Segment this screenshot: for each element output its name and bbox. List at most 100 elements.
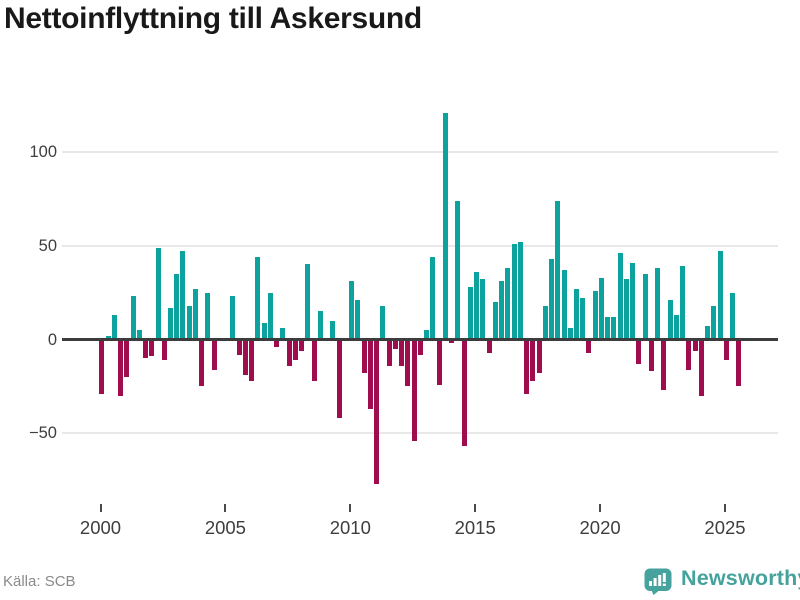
bar-2024-q1: [698, 339, 704, 396]
bar-2006-q1: [249, 339, 255, 381]
bar-2003-q4: [192, 288, 198, 340]
bar-2015-q1: [474, 271, 480, 340]
x-tick-2005: [224, 504, 227, 512]
bar-2013-q4: [442, 112, 448, 340]
bar-2011-q4: [392, 339, 398, 349]
bar-2005-q3: [236, 339, 242, 355]
bar-2023-q2: [680, 266, 686, 340]
bar-2024-q4: [717, 251, 723, 340]
bar-2017-q3: [536, 339, 542, 374]
bar-2000-q1: [99, 339, 105, 394]
bar-2006-q4: [267, 292, 273, 340]
gridline-100: [62, 150, 778, 153]
bar-2019-q4: [592, 290, 598, 340]
bar-2023-q3: [686, 339, 692, 370]
bar-2012-q1: [399, 339, 405, 366]
bar-2011-q3: [386, 339, 392, 366]
bar-2016-q3: [511, 243, 517, 340]
bar-2010-q3: [361, 339, 367, 374]
chart-title: Nettoinflyttning till Askersund: [4, 2, 422, 35]
zero-axis-line: [62, 338, 778, 341]
x-tick-2020: [599, 504, 602, 512]
bar-2017-q2: [530, 339, 536, 381]
y-tick-label: −50: [29, 424, 57, 443]
gridline-50: [62, 244, 778, 247]
gridline-−50: [62, 432, 778, 435]
bar-2010-q1: [349, 281, 355, 340]
bar-2005-q4: [242, 339, 248, 376]
bar-2022-q1: [648, 339, 654, 372]
x-tick-label: 2000: [79, 517, 122, 538]
bar-2015-q3: [486, 339, 492, 353]
bar-2005-q2: [230, 296, 236, 340]
bar-2009-q3: [336, 339, 342, 419]
bar-2002-q4: [168, 307, 173, 340]
bar-2025-q3: [736, 339, 742, 387]
x-tick-label: 2020: [579, 517, 621, 538]
bar-2012-q3: [411, 339, 417, 441]
source-label: Källa: SCB: [3, 573, 76, 590]
bar-2015-q2: [480, 279, 486, 340]
bar-2001-q1: [124, 339, 130, 378]
bar-2002-q1: [149, 339, 155, 357]
brand-name: Newsworthy: [681, 566, 800, 590]
bar-2021-q4: [642, 273, 648, 340]
bar-2001-q4: [143, 339, 149, 359]
bar-2023-q4: [692, 339, 698, 351]
x-tick-2015: [474, 504, 477, 512]
x-tick-label: 2015: [454, 517, 496, 538]
bar-2008-q2: [305, 264, 311, 340]
bar-2004-q3: [211, 339, 217, 370]
x-tick-label: 2010: [329, 517, 371, 538]
bar-2008-q4: [317, 311, 323, 340]
x-tick-2000: [99, 504, 102, 512]
bar-2021-q3: [636, 339, 642, 364]
bar-2025-q1: [723, 339, 729, 361]
bar-2006-q2: [255, 256, 261, 340]
bar-2018-q1: [549, 258, 554, 340]
bar-2016-q4: [517, 241, 523, 340]
bar-2016-q2: [505, 268, 511, 340]
bar-2015-q4: [492, 301, 498, 340]
bar-2007-q2: [280, 328, 286, 340]
bar-2003-q1: [174, 273, 180, 340]
bar-2014-q1: [449, 339, 455, 344]
bar-2000-q3: [111, 315, 117, 340]
bar-2020-q2: [605, 316, 611, 340]
bar-2003-q3: [186, 305, 192, 340]
bar-2013-q1: [424, 330, 430, 340]
bar-2002-q2: [155, 247, 161, 340]
bar-2008-q3: [311, 339, 317, 381]
bar-2022-q2: [655, 268, 661, 340]
y-tick-label: 0: [47, 330, 57, 349]
bar-2008-q1: [299, 339, 305, 351]
x-tick-label: 2025: [704, 517, 746, 538]
bar-2000-q2: [105, 335, 111, 340]
bar-2007-q4: [292, 339, 298, 361]
bar-2012-q4: [417, 339, 423, 355]
bar-2024-q3: [711, 305, 717, 340]
bar-2016-q1: [499, 281, 505, 340]
bar-2011-q2: [380, 305, 386, 340]
bar-2004-q2: [205, 292, 211, 340]
bar-2020-q1: [598, 277, 604, 340]
bar-2001-q3: [136, 330, 142, 340]
bar-2001-q2: [130, 296, 136, 340]
bar-2018-q4: [567, 328, 573, 340]
x-tick-2010: [349, 504, 352, 512]
bar-2014-q3: [461, 339, 467, 447]
bar-2017-q1: [524, 339, 530, 394]
bar-2021-q2: [630, 262, 636, 340]
brand-logo: Newsworthy: [644, 565, 800, 595]
bar-2023-q1: [673, 315, 679, 340]
bar-2019-q2: [580, 298, 586, 340]
bar-2020-q4: [617, 253, 623, 340]
bar-2004-q1: [199, 339, 205, 387]
x-tick-label: 2005: [204, 517, 246, 538]
bar-2024-q2: [705, 326, 711, 340]
bar-2018-q2: [555, 200, 561, 340]
bar-2013-q3: [436, 339, 442, 385]
bar-2006-q3: [261, 322, 267, 340]
y-tick-label: 100: [29, 142, 57, 161]
